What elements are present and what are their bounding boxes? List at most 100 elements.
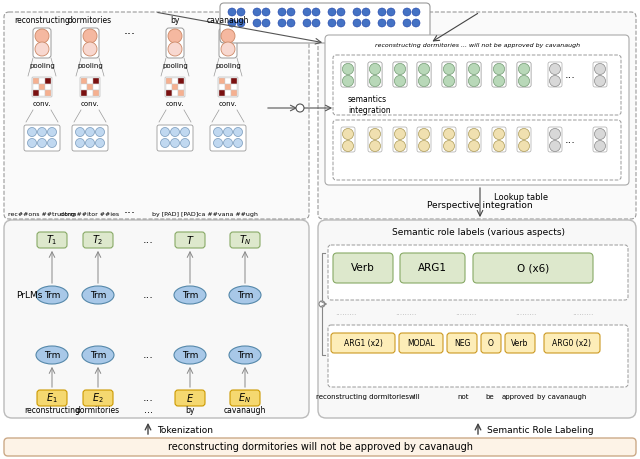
Text: dormitories: dormitories [68,16,112,24]
Circle shape [518,75,529,86]
Circle shape [223,128,232,136]
Circle shape [403,8,411,16]
Circle shape [362,19,370,27]
Circle shape [35,42,49,56]
FancyBboxPatch shape [368,62,382,87]
Text: approved: approved [502,394,534,400]
FancyBboxPatch shape [175,390,205,406]
FancyBboxPatch shape [417,62,431,87]
Text: ...: ... [143,393,154,403]
Circle shape [394,63,406,74]
Bar [225,78,231,84]
FancyBboxPatch shape [341,62,355,87]
Text: Trm: Trm [182,351,198,359]
Text: $E_1$: $E_1$ [46,391,58,405]
Circle shape [312,19,320,27]
FancyBboxPatch shape [593,62,607,87]
Bar [225,90,231,96]
FancyBboxPatch shape [81,28,99,58]
Text: not: not [457,394,468,400]
Text: reconstructing dormitories ... will not be approved by cavanaugh: reconstructing dormitories ... will not … [376,43,580,47]
Text: $E_2$: $E_2$ [92,391,104,405]
Circle shape [342,140,353,151]
Text: dormitories: dormitories [76,405,120,414]
FancyBboxPatch shape [417,127,431,152]
Circle shape [353,19,361,27]
Bar [172,84,178,90]
FancyBboxPatch shape [24,125,60,151]
Bar [39,78,45,84]
Circle shape [444,63,454,74]
Text: ARG1 (x2): ARG1 (x2) [344,338,383,347]
Bar [178,90,184,96]
Text: by: by [170,16,180,24]
FancyBboxPatch shape [210,125,246,151]
FancyBboxPatch shape [473,253,593,283]
Circle shape [76,139,84,147]
Circle shape [493,75,504,86]
Circle shape [419,140,429,151]
Text: $T$: $T$ [186,234,195,246]
FancyBboxPatch shape [33,28,51,58]
Bar [45,84,51,90]
Circle shape [47,139,56,147]
Circle shape [170,128,179,136]
Bar [93,78,99,84]
Text: ...: ... [143,290,154,300]
Ellipse shape [229,346,261,364]
FancyBboxPatch shape [442,127,456,152]
Circle shape [342,75,353,86]
Circle shape [378,8,386,16]
Circle shape [394,75,406,86]
Circle shape [237,8,245,16]
Circle shape [493,63,504,74]
Text: NEG: NEG [454,338,470,347]
Text: $E_N$: $E_N$ [239,391,252,405]
Circle shape [387,19,395,27]
Text: .........: ......... [572,308,593,317]
Text: $E$: $E$ [186,392,194,404]
Bar [81,84,87,90]
FancyBboxPatch shape [157,125,193,151]
Circle shape [83,29,97,43]
Text: dorm##itor ##ies: dorm##itor ##ies [60,212,120,217]
Circle shape [168,42,182,56]
Text: ...: ... [564,70,575,80]
Text: be: be [486,394,494,400]
FancyBboxPatch shape [333,253,393,283]
Circle shape [95,139,104,147]
Circle shape [28,128,36,136]
FancyBboxPatch shape [544,333,600,353]
Circle shape [262,19,270,27]
Circle shape [180,139,189,147]
Text: Verb: Verb [511,338,529,347]
Circle shape [86,139,95,147]
Text: Lookup table: Lookup table [494,192,548,202]
Circle shape [278,19,286,27]
Bar [81,90,87,96]
Bar [231,78,237,84]
Bar [87,84,93,90]
Text: conv.: conv. [166,101,184,107]
FancyBboxPatch shape [328,325,628,387]
Ellipse shape [82,286,114,304]
Circle shape [328,19,336,27]
Text: cavanaugh: cavanaugh [207,16,249,24]
Bar [93,84,99,90]
Circle shape [38,128,47,136]
FancyBboxPatch shape [399,333,443,353]
Circle shape [328,8,336,16]
Text: $T_1$: $T_1$ [46,233,58,247]
FancyBboxPatch shape [481,333,501,353]
Circle shape [595,75,605,86]
Circle shape [468,129,479,140]
Circle shape [253,19,261,27]
FancyBboxPatch shape [548,62,562,87]
Ellipse shape [229,286,261,304]
Circle shape [468,75,479,86]
Ellipse shape [174,286,206,304]
Circle shape [253,8,261,16]
Circle shape [76,128,84,136]
Text: ...: ... [143,405,152,415]
FancyBboxPatch shape [505,333,535,353]
